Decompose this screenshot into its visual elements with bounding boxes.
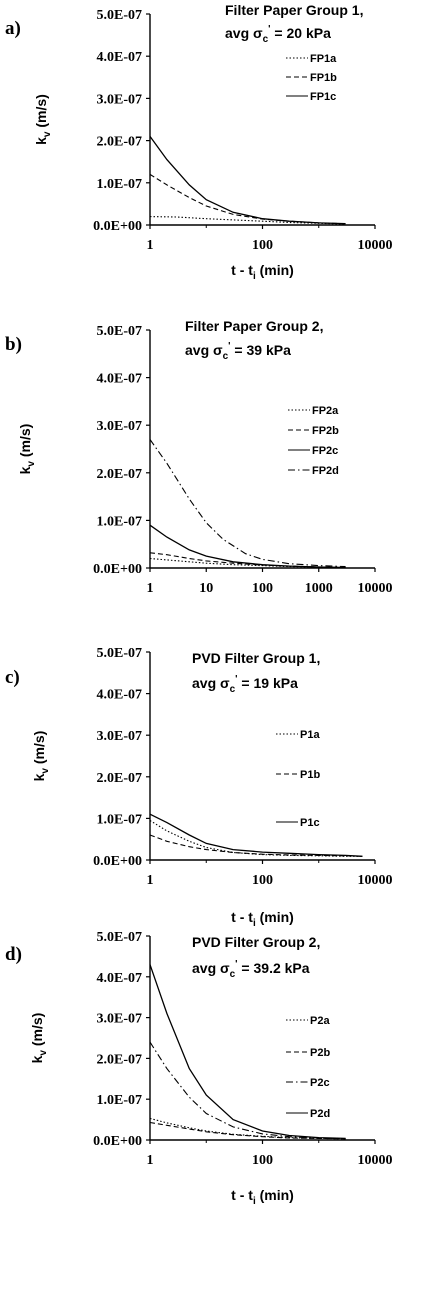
panel-label: d) bbox=[5, 944, 22, 965]
chart-subtitle: avg σc' = 20 kPa bbox=[225, 24, 331, 45]
legend-entry-FP2a: FP2a bbox=[312, 405, 339, 417]
series-line-FP1a bbox=[149, 216, 346, 225]
y-tick-label: 4.0E-07 bbox=[97, 50, 143, 65]
x-tick-label: 100 bbox=[252, 1153, 273, 1168]
y-tick-label: 5.0E-07 bbox=[97, 324, 143, 339]
x-tick-label: 1 bbox=[147, 581, 154, 596]
x-tick-label: 10000 bbox=[358, 581, 393, 596]
y-tick-label: 3.0E-07 bbox=[97, 729, 143, 744]
chart-panel-b: b) 0.0E+00 1.0E-07 2.0E-07 3.0E-07 4.0E-07 5.0… bbox=[5, 318, 393, 596]
y-tick-label: 3.0E-07 bbox=[97, 419, 143, 434]
legend-entry-P1a: P1a bbox=[300, 729, 320, 741]
series-line-FP2c bbox=[149, 524, 346, 569]
y-tick-label: 4.0E-07 bbox=[97, 971, 143, 986]
y-tick-label: 4.0E-07 bbox=[97, 688, 143, 703]
panel-label: c) bbox=[5, 667, 20, 688]
x-tick-label: 1 bbox=[147, 238, 154, 253]
panel-label: b) bbox=[5, 334, 22, 355]
y-tick-label: 5.0E-07 bbox=[97, 8, 143, 23]
y-tick-label: 2.0E-07 bbox=[97, 467, 143, 482]
y-tick-label: 3.0E-07 bbox=[97, 92, 143, 107]
y-axis-label: kv (m/s) bbox=[29, 1013, 49, 1064]
x-tick-label: 100 bbox=[252, 873, 273, 888]
chart-panel-d: d) 0.0E+00 1.0E-07 2.0E-07 3.0E-07 4.0E-07 5.0… bbox=[5, 930, 393, 1207]
chart-title: Filter Paper Group 1, bbox=[225, 2, 363, 18]
x-tick-label: 10000 bbox=[358, 238, 393, 253]
y-axis-label: kv (m/s) bbox=[31, 731, 51, 782]
chart-title: PVD Filter Group 2, bbox=[192, 934, 320, 950]
x-tick-label: 10000 bbox=[358, 873, 393, 888]
x-tick-label: 10 bbox=[199, 581, 213, 596]
chart-title: Filter Paper Group 2, bbox=[185, 318, 323, 334]
x-axis-label: t - ti (min) bbox=[231, 1187, 294, 1207]
y-tick-label: 1.0E-07 bbox=[97, 812, 143, 827]
x-axis-label: t - ti (min) bbox=[231, 262, 294, 282]
legend-entry-P2b: P2b bbox=[310, 1047, 330, 1059]
legend-entry-FP2d: FP2d bbox=[312, 465, 339, 477]
series-line-FP1b bbox=[149, 173, 346, 225]
y-tick-label: 5.0E-07 bbox=[97, 930, 143, 945]
x-axis-label: t - ti (min) bbox=[231, 909, 294, 929]
y-tick-label: 1.0E-07 bbox=[97, 1093, 143, 1108]
series-line-P2c bbox=[149, 1041, 346, 1140]
legend-entry-FP1c: FP1c bbox=[310, 91, 336, 103]
x-tick-label: 100 bbox=[252, 238, 273, 253]
series-line-P2b bbox=[149, 1121, 346, 1140]
y-tick-label: 2.0E-07 bbox=[97, 135, 143, 150]
y-tick-label: 2.0E-07 bbox=[97, 771, 143, 786]
legend-entry-P1b: P1b bbox=[300, 769, 320, 781]
legend-entry-FP2b: FP2b bbox=[312, 425, 339, 437]
y-tick-label: 3.0E-07 bbox=[97, 1012, 143, 1027]
series-line-FP2d bbox=[149, 439, 346, 568]
legend-entry-FP1b: FP1b bbox=[310, 72, 337, 84]
chart-panel-c: c) 0.0E+00 1.0E-07 2.0E-07 3.0E-07 4.0E-07 5.0… bbox=[5, 646, 393, 929]
series-line-FP2b bbox=[149, 552, 346, 569]
legend-entry-FP1a: FP1a bbox=[310, 53, 337, 65]
y-tick-label: 2.0E-07 bbox=[97, 1052, 143, 1067]
x-tick-label: 1 bbox=[147, 1153, 154, 1168]
y-tick-label: 5.0E-07 bbox=[97, 646, 143, 661]
legend-entry-FP2c: FP2c bbox=[312, 445, 338, 457]
series-line-P1c bbox=[149, 813, 363, 857]
y-tick-label: 0.0E+00 bbox=[93, 1134, 142, 1149]
y-axis-label: kv (m/s) bbox=[33, 94, 53, 145]
x-tick-label: 10000 bbox=[358, 1153, 393, 1168]
y-tick-label: 0.0E+00 bbox=[93, 219, 142, 234]
series-line-P2d bbox=[149, 964, 346, 1140]
x-tick-label: 100 bbox=[252, 581, 273, 596]
chart-subtitle: avg σc' = 19 kPa bbox=[192, 674, 298, 695]
x-tick-label: 1 bbox=[147, 873, 154, 888]
chart-subtitle: avg σc' = 39.2 kPa bbox=[192, 959, 310, 980]
series-line-FP1c bbox=[149, 136, 346, 225]
y-axis-label: kv (m/s) bbox=[17, 424, 37, 475]
panel-label: a) bbox=[5, 18, 21, 39]
y-tick-label: 1.0E-07 bbox=[97, 177, 143, 192]
chart-panel-a: a) 0.0E+00 1.0E-07 2.0E-07 3.0E-07 4.0E-07 5.0… bbox=[5, 2, 393, 282]
y-tick-label: 4.0E-07 bbox=[97, 372, 143, 387]
y-tick-label: 0.0E+00 bbox=[93, 562, 142, 577]
legend-entry-P2c: P2c bbox=[310, 1077, 330, 1089]
legend-entry-P2a: P2a bbox=[310, 1015, 330, 1027]
chart-title: PVD Filter Group 1, bbox=[192, 650, 320, 666]
chart-subtitle: avg σc' = 39 kPa bbox=[185, 341, 291, 362]
y-tick-label: 0.0E+00 bbox=[93, 854, 142, 869]
legend-entry-P1c: P1c bbox=[300, 817, 320, 829]
x-tick-label: 1000 bbox=[305, 581, 333, 596]
legend-entry-P2d: P2d bbox=[310, 1108, 330, 1120]
y-tick-label: 1.0E-07 bbox=[97, 514, 143, 529]
